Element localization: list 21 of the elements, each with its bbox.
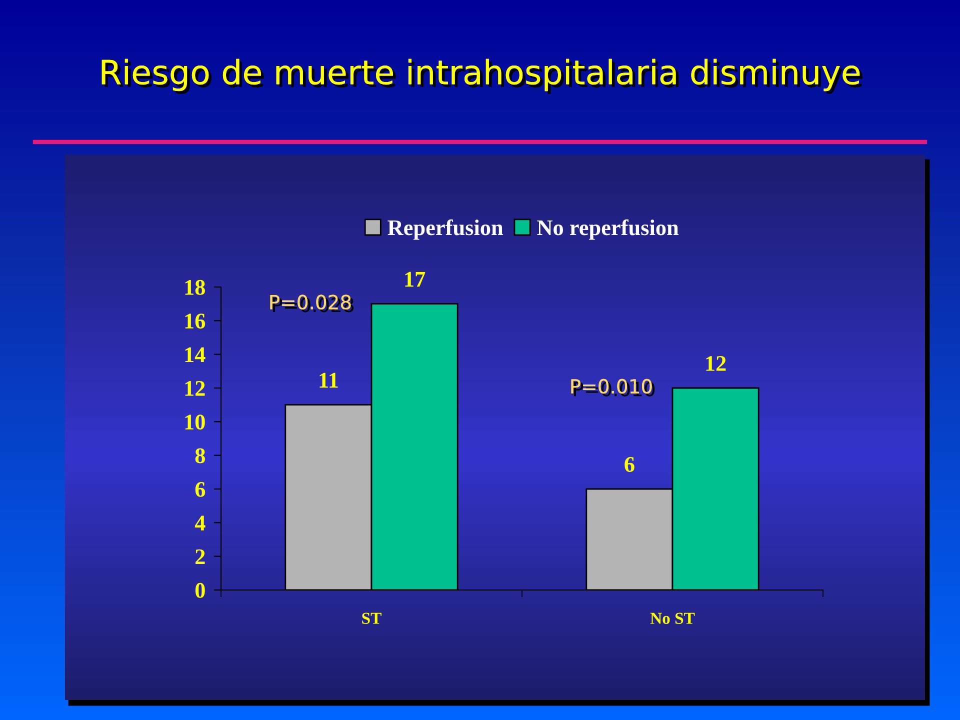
- y-tick-label: 18: [185, 280, 205, 295]
- y-tick-label: 14: [185, 347, 206, 362]
- y-tick-label: 2: [196, 549, 205, 564]
- y-tick-label: 16: [185, 314, 206, 329]
- data-label: 17: [405, 272, 426, 287]
- annotation: P=0.010: [571, 378, 655, 396]
- y-tick-label: 8: [195, 448, 205, 464]
- legend-label: Reperfusion: [388, 219, 504, 240]
- y-tick-label: 6: [195, 482, 206, 497]
- data-label: 12: [706, 356, 726, 371]
- legend-label: No reperfusion: [537, 219, 679, 240]
- x-tick-label: ST: [362, 612, 382, 624]
- y-tick-label: 10: [185, 414, 205, 430]
- y-tick-label: 0: [195, 582, 205, 598]
- chart-title: Riesgo de muerte intrahospitalaria disminuye: [102, 58, 862, 94]
- data-label: 11: [320, 372, 338, 388]
- annotation: P=0.028: [270, 294, 354, 312]
- y-tick-label: 12: [185, 380, 205, 396]
- y-tick-label: 4: [194, 516, 206, 530]
- x-tick-label: No ST: [650, 612, 695, 624]
- data-label: 6: [624, 457, 634, 472]
